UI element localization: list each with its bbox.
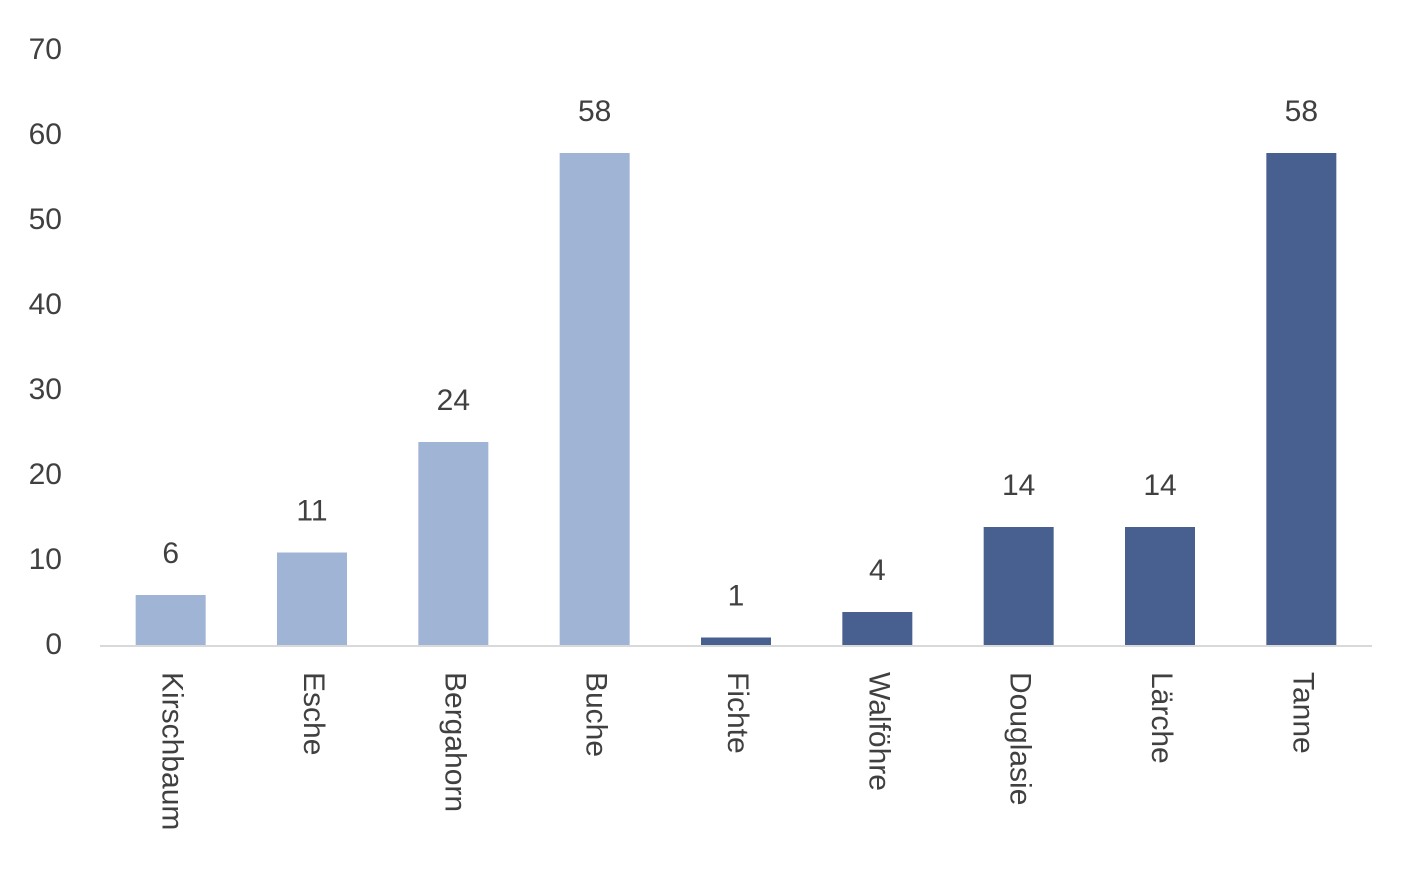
x-tick-label: Buche: [580, 672, 613, 757]
y-tick-label: 60: [29, 118, 62, 151]
bar: [1266, 153, 1337, 646]
data-label: 1: [728, 579, 745, 612]
x-tick-label: Esche: [297, 672, 330, 755]
bar: [418, 442, 489, 646]
bar: [983, 527, 1054, 646]
y-tick-label: 70: [29, 33, 62, 66]
x-tick-label: Kirschbaum: [156, 672, 189, 830]
data-label: 6: [162, 537, 179, 570]
x-tick-label: Tanne: [1286, 672, 1319, 754]
y-tick-label: 50: [29, 203, 62, 236]
x-tick-label: Bergahorn: [438, 672, 471, 812]
y-tick-label: 20: [29, 458, 62, 491]
data-label: 14: [1143, 469, 1176, 502]
bar: [701, 637, 771, 646]
y-tick-label: 0: [45, 628, 62, 661]
bar: [842, 612, 913, 646]
data-label: 58: [1285, 95, 1318, 128]
bar: [1125, 527, 1195, 646]
y-tick-label: 10: [29, 543, 62, 576]
data-label: 58: [578, 95, 611, 128]
data-label: 11: [296, 494, 327, 527]
data-label: 24: [437, 384, 470, 417]
bar: [277, 552, 347, 646]
data-label: 4: [869, 554, 886, 587]
x-tick-label: Fichte: [721, 672, 754, 754]
y-tick-label: 30: [29, 373, 62, 406]
x-tick-label: Douglasie: [1004, 672, 1037, 805]
data-label: 14: [1002, 469, 1035, 502]
bar: [135, 595, 206, 646]
x-tick-label: Walföhre: [862, 672, 895, 791]
bar: [559, 153, 630, 646]
y-tick-label: 40: [29, 288, 62, 321]
x-tick-label: Lärche: [1145, 672, 1178, 764]
